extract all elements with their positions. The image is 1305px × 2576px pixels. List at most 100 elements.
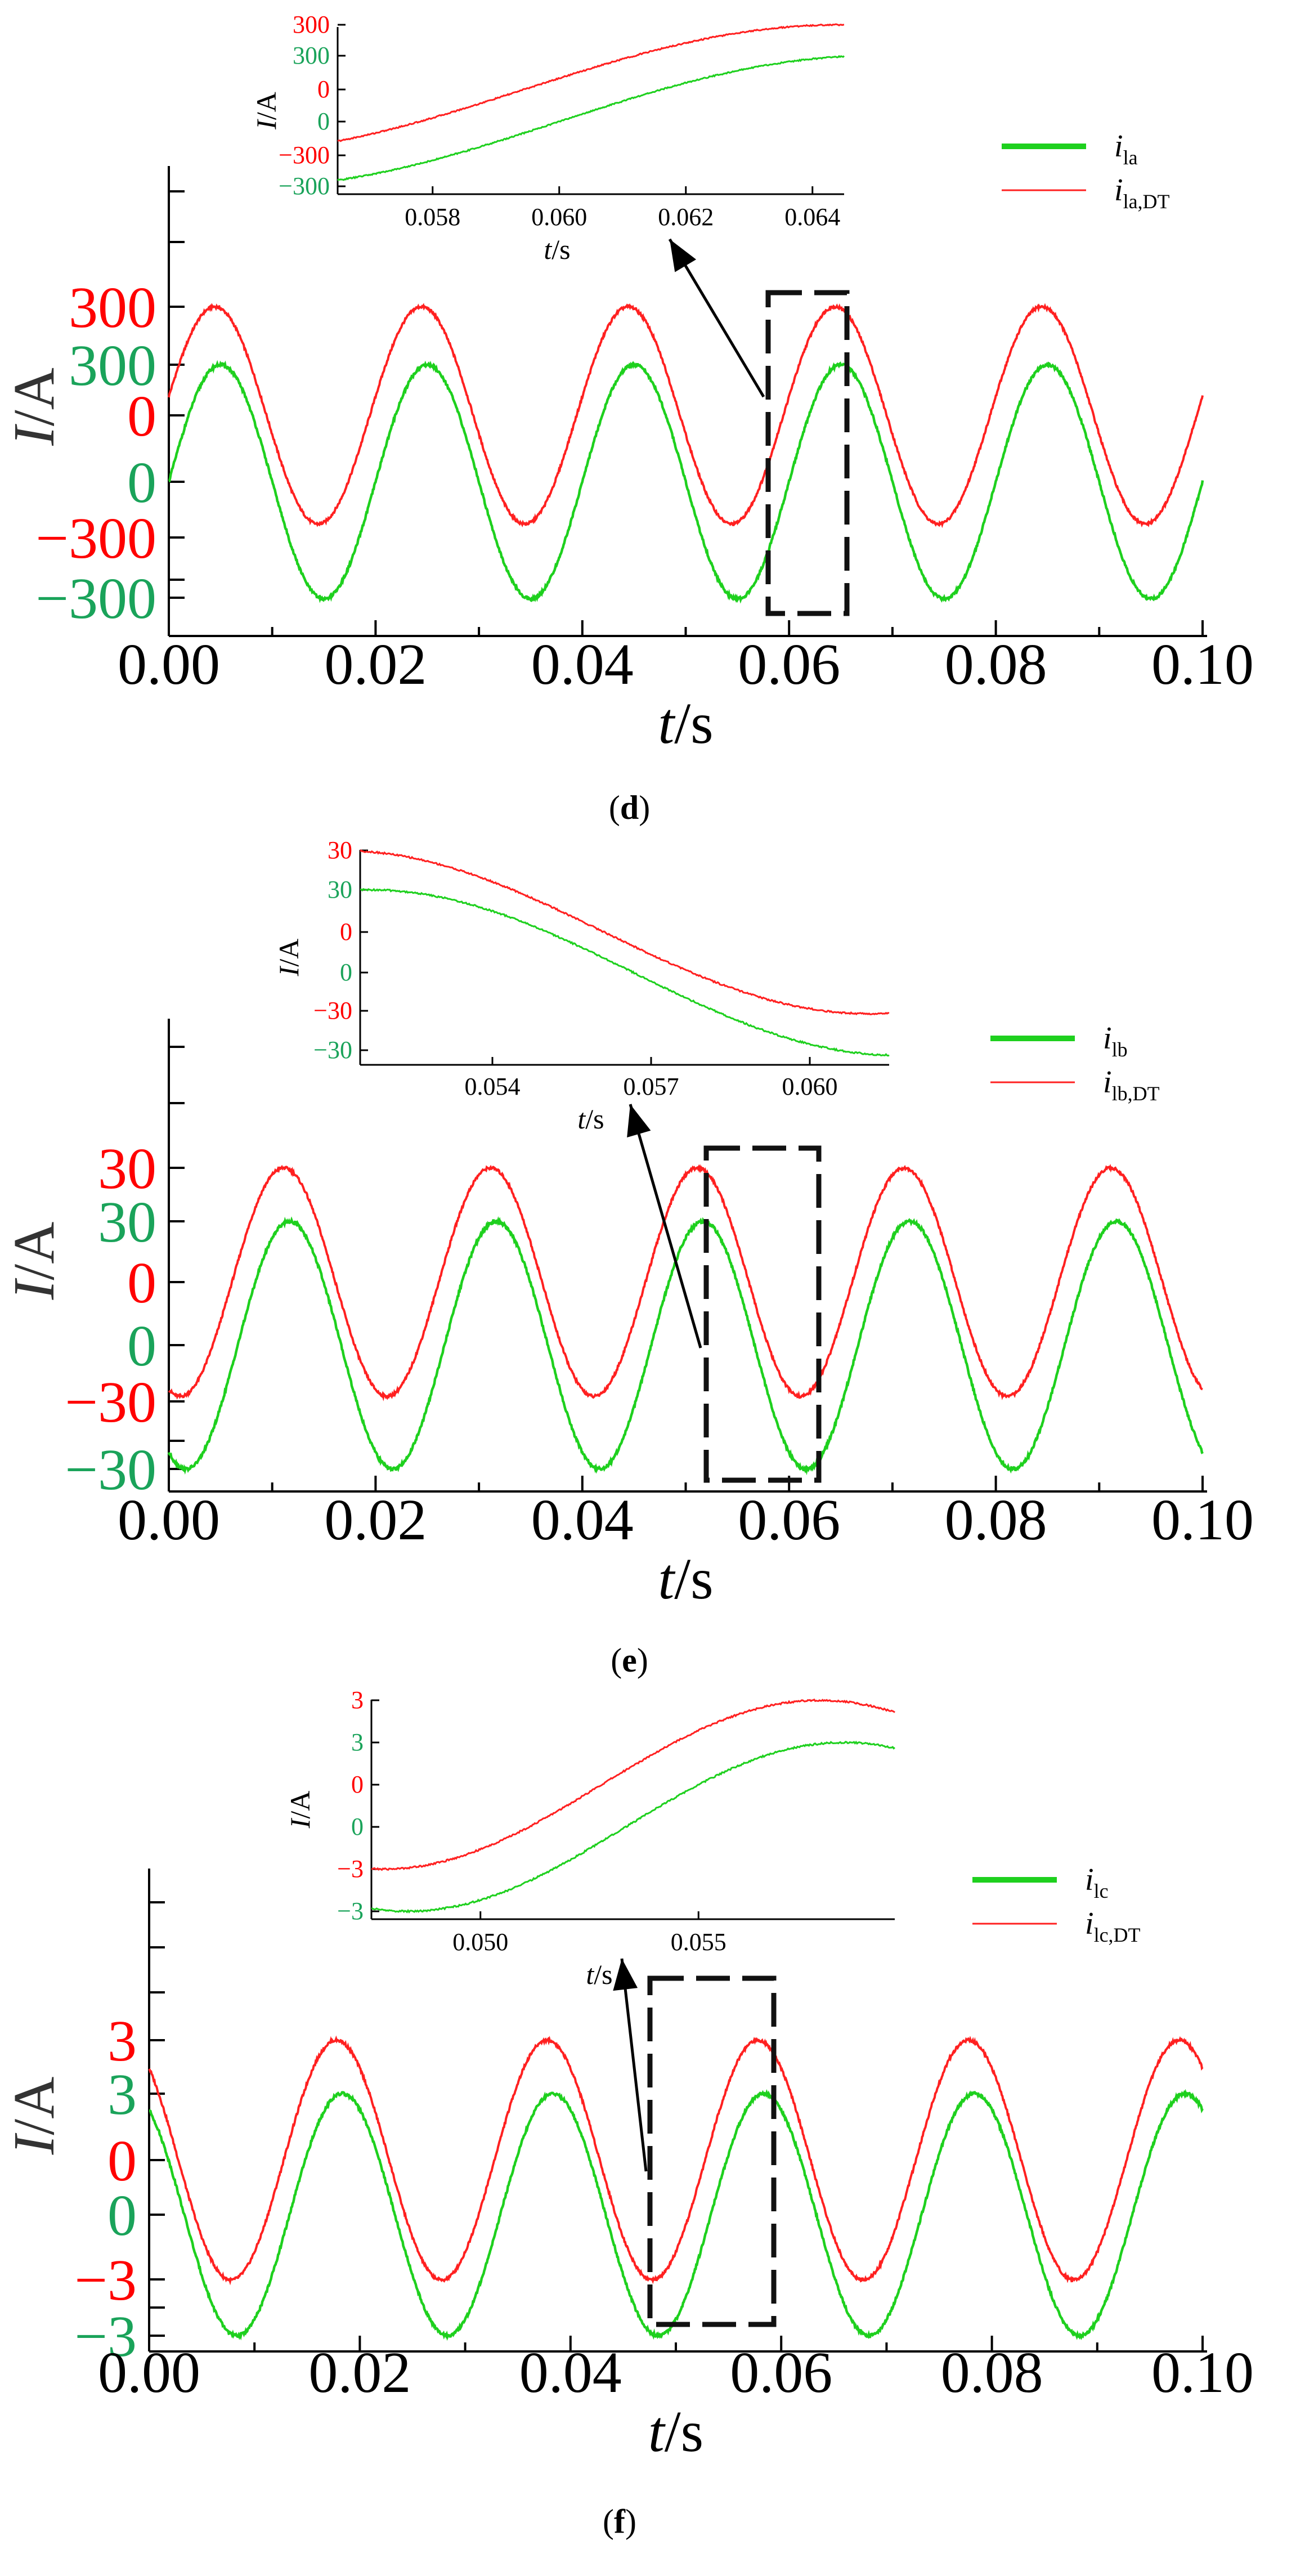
inset-y-tick-label: −3 [337, 1855, 364, 1883]
panel-caption: (d) [609, 789, 650, 826]
inset-x-label: t/s [586, 1959, 612, 1990]
inset-y-label-symbol: I [273, 965, 304, 976]
y-tick-label: 3 [107, 2009, 137, 2073]
x-tick-label: 0.06 [730, 2340, 832, 2405]
inset-y-tick-label: 300 [293, 11, 330, 38]
inset-x-label-unit: /s [594, 1959, 612, 1990]
caption-letter: e [622, 1642, 637, 1679]
inset-y-label: I/A [273, 939, 304, 977]
inset-y-label-unit: /A [273, 939, 304, 967]
y-tick-label: 0 [127, 1314, 156, 1378]
inset-y-tick-label: 0 [340, 918, 352, 946]
inset-x-tick-label: 0.055 [671, 1928, 727, 1956]
legend-label-main: i [1085, 1862, 1094, 1897]
zoom-arrow-head [670, 239, 697, 272]
y-tick-label: −300 [35, 506, 156, 571]
x-tick-label: 0.10 [1151, 632, 1254, 697]
series-line-i_lc [149, 2089, 1204, 2341]
caption-paren-close: ) [639, 789, 650, 826]
caption-paren-close: ) [637, 1642, 648, 1679]
x-tick-label: 0.04 [519, 2340, 622, 2405]
x-axis-label-symbol: t [648, 2399, 666, 2464]
inset-y-tick-label: 30 [328, 876, 352, 903]
caption-paren-open: ( [609, 789, 620, 826]
inset-y-tick-label: −30 [313, 1036, 352, 1064]
inset-y-tick-label: −30 [313, 997, 352, 1024]
inset-x-label: t/s [577, 1103, 604, 1135]
y-tick-label: 3 [107, 2062, 137, 2127]
inset-x-tick-label: 0.057 [624, 1073, 679, 1100]
y-tick-label: 0 [127, 450, 156, 515]
zoom-arrow-head [627, 1104, 651, 1137]
inset-x-label-symbol: t [586, 1959, 594, 1990]
inset-y-label-unit: /A [250, 92, 282, 120]
legend-label-main: i [1085, 1906, 1094, 1941]
inset-x-tick-label: 0.060 [531, 203, 587, 231]
inset-x-label: t/s [544, 234, 570, 265]
y-tick-label: 30 [98, 1190, 156, 1255]
inset-y-tick-label: 0 [340, 958, 352, 986]
legend-label-i_lb: ilb [1103, 1021, 1128, 1061]
legend-label-main: i [1114, 173, 1123, 208]
legend-label-sub: lc,DT [1094, 1924, 1141, 1946]
inset-x-label-symbol: t [544, 234, 552, 265]
inset-series-i_lc [371, 1740, 895, 1914]
legend-label-sub: la,DT [1123, 190, 1170, 213]
legend-label-sub: lb,DT [1112, 1082, 1160, 1105]
inset-x-tick-label: 0.054 [465, 1073, 521, 1100]
inset-series-i_lb,DT [360, 849, 890, 1016]
y-tick-label: −30 [65, 1370, 156, 1435]
x-tick-label: 0.02 [324, 1488, 427, 1552]
zoom-window-box [703, 1145, 822, 1483]
legend-label-i_la: ila [1114, 129, 1138, 169]
caption-paren-open: ( [603, 2503, 614, 2540]
inset-x-tick-label: 0.060 [782, 1073, 838, 1100]
inset-y-tick-label: 0 [317, 107, 330, 135]
inset-y-tick-label: 3 [351, 1728, 364, 1756]
x-tick-label: 0.08 [941, 2340, 1043, 2405]
y-axis-label: I/A [2, 368, 66, 446]
panel-caption: (f) [603, 2503, 636, 2540]
y-axis-label-unit: /A [2, 1222, 66, 1280]
inset-x-tick-label: 0.062 [658, 203, 714, 231]
x-tick-label: 0.10 [1151, 2340, 1254, 2405]
y-axis-label: I/A [2, 1222, 66, 1301]
legend-label-sub: lc [1094, 1880, 1109, 1902]
inset-series-i_la,DT [337, 23, 844, 142]
x-axis-label: t/s [648, 2399, 703, 2464]
legend-label-i_la,DT: ila,DT [1114, 173, 1170, 213]
inset-y-tick-label: 30 [328, 836, 352, 864]
inset-y-tick-label: −3 [337, 1897, 364, 1925]
inset-x-tick-label: 0.058 [405, 203, 460, 231]
inset-x-tick-label: 0.064 [784, 203, 840, 231]
series-line-i_lc,DT [148, 2035, 1204, 2286]
caption-paren-close: ) [625, 2503, 636, 2540]
y-tick-label: −3 [74, 2248, 137, 2313]
legend-label-i_lc,DT: ilc,DT [1085, 1906, 1141, 1946]
y-tick-label: 0 [127, 384, 156, 449]
zoom-arrow-line [620, 1958, 648, 2172]
inset-y-tick-label: −300 [279, 141, 330, 169]
x-tick-label: 0.02 [308, 2340, 411, 2405]
x-axis-label-unit: /s [674, 691, 713, 756]
inset-y-label: I/A [284, 1791, 316, 1829]
inset-series-i_lb [360, 888, 890, 1057]
series-line-i_lb [167, 1216, 1204, 1476]
y-axis-label-symbol: I [2, 2133, 66, 2155]
inset-y-label-unit: /A [284, 1791, 316, 1819]
x-axis-label-unit: /s [665, 2399, 703, 2464]
inset-x-label-unit: /s [585, 1103, 604, 1135]
y-tick-label: 0 [107, 2129, 137, 2193]
legend-label-main: i [1103, 1065, 1112, 1100]
panel-caption: (e) [611, 1642, 648, 1679]
x-tick-label: 0.08 [945, 1488, 1047, 1552]
y-tick-label: 300 [69, 275, 156, 340]
legend-label-i_lc: ilc [1085, 1862, 1109, 1902]
inset-y-tick-label: 0 [351, 1771, 364, 1798]
x-tick-label: 0.00 [118, 632, 220, 697]
legend-label-i_lb,DT: ilb,DT [1103, 1065, 1160, 1105]
inset-series-i_lc,DT [371, 1698, 895, 1871]
y-tick-label: −3 [74, 2304, 137, 2369]
inset-y-label-symbol: I [284, 1817, 316, 1829]
